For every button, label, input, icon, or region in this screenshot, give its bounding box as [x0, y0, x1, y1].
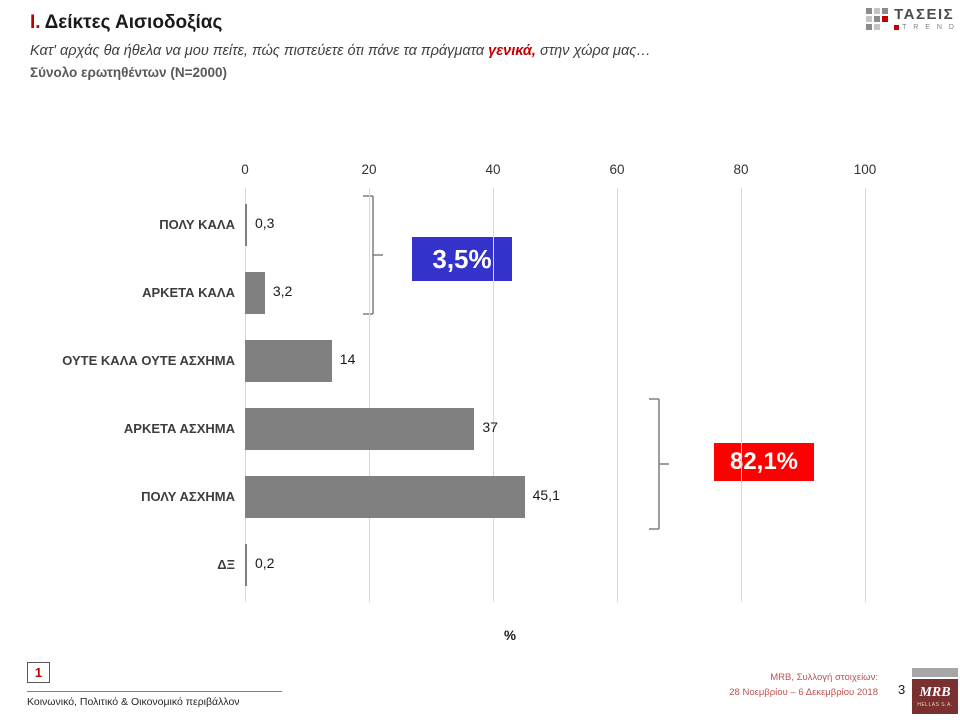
value-label: 0,2: [255, 555, 275, 571]
x-axis-tick-label: 80: [733, 162, 749, 177]
bar-chart: 3,5% 82,1% % 0 20 40 60 80 100 ΠΟΛΥ ΚΑΛΑ 0,3 ΑΡΚ…: [0, 160, 960, 650]
source-note: MRB, Συλλογή στοιχείων: 28 Νοεμβρίου – 6…: [729, 670, 878, 700]
page-title: I. Δείκτες Αισιοδοξίας: [30, 12, 790, 34]
x-axis-tick-label: 20: [361, 162, 377, 177]
bar: [245, 408, 475, 450]
slide-section-number: 1: [34, 665, 43, 680]
taseis-logo-subtitle: T R E N D S: [894, 24, 960, 31]
mrb-logo-title: MRB: [919, 684, 951, 700]
value-label: 14: [339, 351, 356, 367]
category-label: ΑΡΚΕΤΑ ΚΑΛΑ: [142, 284, 235, 300]
x-axis-tick-label: 0: [241, 162, 249, 177]
bar: [245, 544, 247, 586]
value-label: 3,2: [272, 283, 293, 299]
taseis-logo-text: ΤΑΣΕΙΣ T R E N D S: [894, 6, 960, 31]
footer-section-label: Κοινωνικό, Πολιτικό & Οικονομικό περιβάλ…: [27, 696, 240, 708]
sample-size-note: Σύνολο ερωτηθέντων (N=2000): [30, 65, 227, 80]
taseis-logo-subtitle-text: T R E N D S: [902, 24, 960, 31]
grid-line: [244, 188, 246, 602]
mrb-logo-body: MRB HELLAS S.A.: [912, 679, 958, 714]
red-square-icon: [894, 25, 900, 30]
survey-question: Κατ' αρχάς θα ήθελα να μου πείτε, πώς πι…: [30, 43, 790, 59]
source-line-1: MRB, Συλλογή στοιχείων:: [770, 672, 878, 683]
bar: [245, 476, 525, 518]
category-label: ΔΞ: [217, 556, 235, 572]
bar: [245, 204, 247, 246]
value-label: 0,3: [255, 215, 275, 231]
question-highlight: γενικά,: [488, 43, 536, 59]
bracket-negative-group: [649, 398, 669, 530]
mrb-logo-top-band: [912, 668, 958, 679]
bar: [245, 272, 265, 314]
mrb-logo-subtitle: HELLAS S.A.: [917, 701, 953, 708]
page-number: 3: [898, 682, 906, 697]
bar: [245, 340, 332, 382]
mrb-logo: MRB HELLAS S.A.: [912, 668, 958, 714]
category-label: ΠΟΛΥ ΑΣΧΗΜΑ: [141, 488, 235, 504]
category-label: ΑΡΚΕΤΑ ΑΣΧΗΜΑ: [123, 420, 235, 436]
category-label: ΠΟΛΥ ΚΑΛΑ: [159, 216, 235, 232]
value-label: 37: [482, 419, 498, 435]
footer-divider: [27, 691, 282, 692]
section-number: I.: [30, 12, 41, 33]
taseis-logo-icon: [866, 7, 889, 30]
category-label: ΟΥΤΕ ΚΑΛΑ ΟΥΤΕ ΑΣΧΗΜΑ: [62, 352, 235, 368]
x-axis-tick-label: 60: [609, 162, 625, 177]
bracket-positive-group: [363, 195, 383, 315]
value-label: 45,1: [532, 487, 560, 503]
slide-header: I. Δείκτες Αισιοδοξίας Κατ' αρχάς θα ήθελ…: [30, 12, 790, 80]
group-label-negative: 82,1%: [714, 443, 814, 481]
grid-line: [864, 188, 866, 602]
x-axis-tick-label: 40: [485, 162, 501, 177]
grid-line: [492, 188, 494, 602]
question-prefix: Κατ' αρχάς θα ήθελα να μου πείτε, πώς πι…: [30, 43, 489, 59]
source-line-2: 28 Νοεμβρίου – 6 Δεκεμβρίου 2018: [729, 687, 878, 699]
slide-section-number-box: 1: [27, 662, 50, 683]
group-label-positive: 3,5%: [412, 237, 512, 281]
grid-line: [616, 188, 618, 602]
grid-line: [740, 188, 742, 602]
question-suffix: στην χώρα μας…: [535, 43, 651, 59]
taseis-logo-name: ΤΑΣΕΙΣ: [894, 6, 955, 23]
taseis-logo: ΤΑΣΕΙΣ T R E N D S: [865, 6, 960, 31]
x-axis-tick-label: 100: [853, 162, 877, 177]
x-axis-label: %: [503, 628, 516, 643]
page-title-text: Δείκτες Αισιοδοξίας: [44, 12, 223, 33]
grid-line: [368, 188, 370, 602]
